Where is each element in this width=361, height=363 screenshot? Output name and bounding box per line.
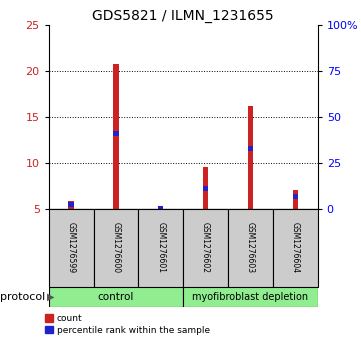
Bar xyxy=(203,186,208,191)
Bar xyxy=(49,287,183,307)
Text: protocol: protocol xyxy=(0,292,45,302)
Bar xyxy=(93,209,138,287)
Bar xyxy=(113,131,119,136)
Bar xyxy=(69,201,74,209)
Bar xyxy=(183,287,318,307)
Text: myofibroblast depletion: myofibroblast depletion xyxy=(192,292,309,302)
Bar xyxy=(69,201,74,207)
Bar xyxy=(183,209,228,287)
Bar xyxy=(273,209,318,287)
Bar xyxy=(158,206,164,211)
Legend: count, percentile rank within the sample: count, percentile rank within the sample xyxy=(42,310,214,338)
Bar xyxy=(138,209,183,287)
Bar xyxy=(228,209,273,287)
Bar xyxy=(203,167,208,209)
Text: ▶: ▶ xyxy=(47,292,55,302)
Bar xyxy=(49,209,93,287)
Bar xyxy=(292,194,298,199)
Bar xyxy=(113,64,119,209)
Bar xyxy=(292,190,298,209)
Text: GSM1276599: GSM1276599 xyxy=(67,222,76,273)
Text: GSM1276604: GSM1276604 xyxy=(291,222,300,273)
Text: GSM1276601: GSM1276601 xyxy=(156,222,165,273)
Bar xyxy=(248,146,253,151)
Title: GDS5821 / ILMN_1231655: GDS5821 / ILMN_1231655 xyxy=(92,9,274,23)
Text: GSM1276602: GSM1276602 xyxy=(201,222,210,273)
Bar xyxy=(248,106,253,209)
Text: control: control xyxy=(98,292,134,302)
Text: GSM1276603: GSM1276603 xyxy=(246,222,255,273)
Text: GSM1276600: GSM1276600 xyxy=(112,222,121,273)
